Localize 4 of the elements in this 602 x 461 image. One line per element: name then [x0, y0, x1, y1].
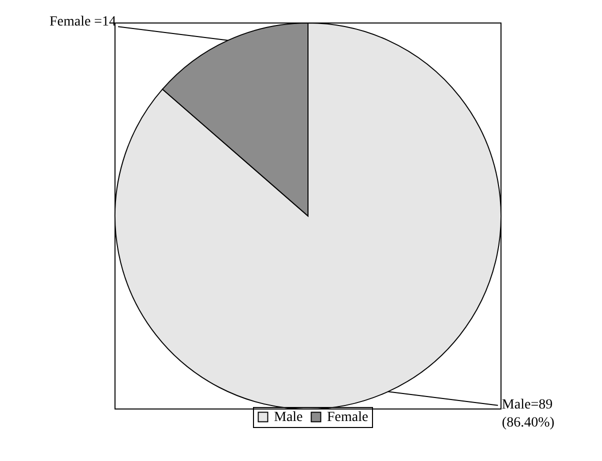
data-label: Female =14	[49, 14, 116, 30]
legend-label: Male	[274, 410, 303, 425]
legend-label: Female	[327, 410, 368, 425]
data-label: Male=89 (86.40%)	[502, 397, 555, 430]
